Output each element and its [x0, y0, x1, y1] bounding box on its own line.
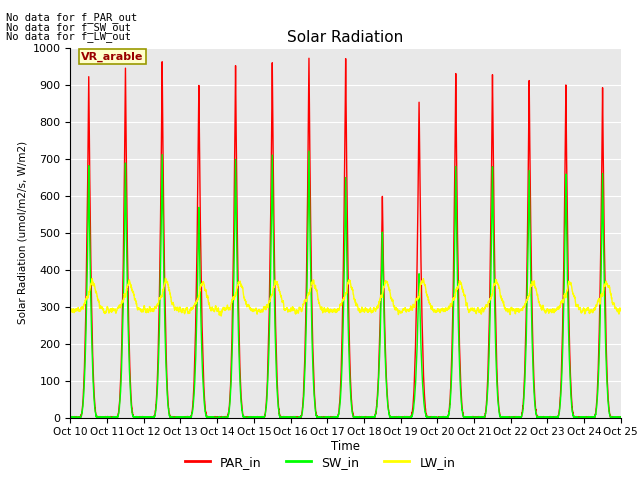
Y-axis label: Solar Radiation (umol/m2/s, W/m2): Solar Radiation (umol/m2/s, W/m2): [17, 141, 27, 324]
Text: No data for f_SW_out: No data for f_SW_out: [6, 22, 131, 33]
Text: No data for f_PAR_out: No data for f_PAR_out: [6, 12, 138, 23]
Legend: PAR_in, SW_in, LW_in: PAR_in, SW_in, LW_in: [180, 451, 460, 474]
Title: Solar Radiation: Solar Radiation: [287, 30, 404, 46]
Text: VR_arable: VR_arable: [81, 52, 144, 62]
X-axis label: Time: Time: [331, 440, 360, 453]
Text: No data for f_LW_out: No data for f_LW_out: [6, 31, 131, 42]
